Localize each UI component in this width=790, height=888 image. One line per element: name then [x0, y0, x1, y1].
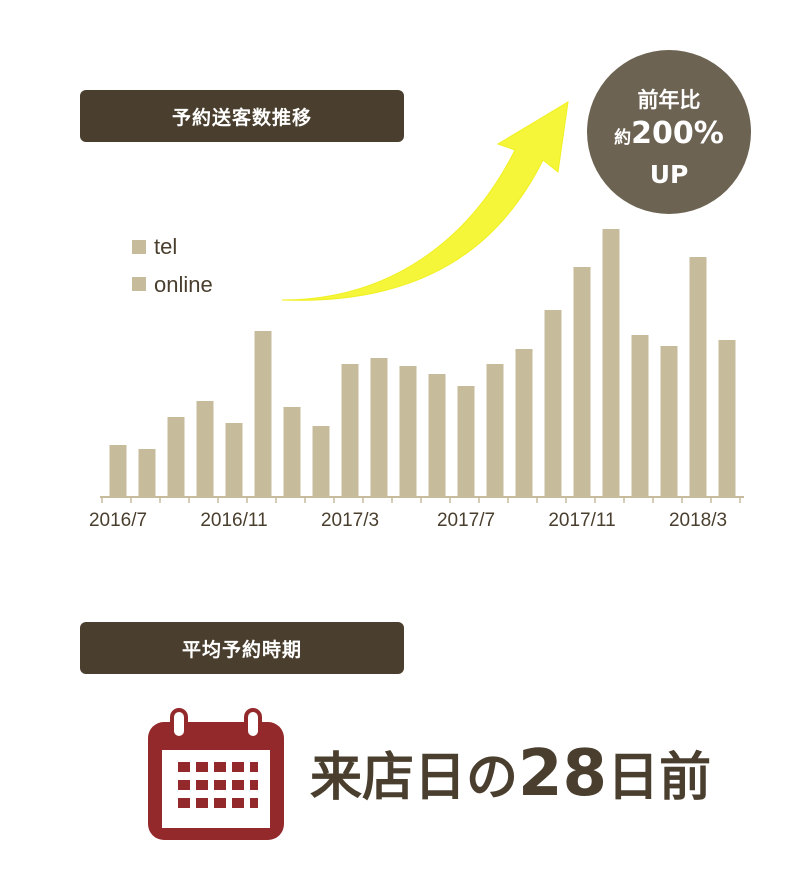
booking-trend-chart: 2016/7 2016/11 2017/3 2017/7 2017/11 2018/3 t… [89, 101, 744, 531]
timing-section-label-text: 平均予約時期 [181, 638, 302, 661]
headline-pre: 来店日の [310, 748, 519, 808]
headline-number: 28 [518, 737, 608, 811]
legend-label-online: online [154, 272, 213, 297]
x-tick-label: 2018/3 [669, 510, 727, 531]
x-axis-tick-labels: 2016/7 2016/11 2017/3 2017/7 2017/11 2018/3 [89, 510, 727, 531]
bar-2016/11 [225, 423, 243, 497]
bar-2017/2 [312, 426, 330, 497]
badge-line1: 前年比 [637, 88, 701, 112]
bar-2018/2 [660, 346, 678, 497]
headline-post: 日前 [607, 748, 712, 808]
x-axis-ticks [101, 497, 741, 503]
x-tick-label: 2016/11 [200, 510, 267, 531]
bar-2016/12 [254, 331, 272, 497]
timing-section-label: 平均予約時期 [80, 622, 404, 674]
bar-2018/4 [718, 340, 736, 497]
bar-2018/1 [631, 335, 649, 497]
bar-2017/7 [457, 386, 475, 497]
legend-swatch-tel [132, 240, 146, 254]
legend-label-tel: tel [154, 234, 177, 259]
bar-2016/10 [196, 401, 214, 497]
bar-2017/1 [283, 407, 301, 497]
badge-line2: 約200% [587, 116, 751, 151]
bar-2017/8 [486, 364, 504, 497]
bar-2017/5 [399, 366, 417, 497]
badge-prefix: 約 [614, 128, 632, 148]
x-tick-label: 2017/11 [548, 510, 615, 531]
chart-bars [109, 229, 736, 497]
bar-2017/3 [341, 364, 359, 497]
bar-2016/9 [167, 417, 185, 497]
badge-percent: 200% [631, 116, 724, 151]
growth-arrow-icon [281, 101, 569, 301]
bar-2017/4 [370, 358, 388, 497]
growth-badge: 前年比 約200% UP [587, 50, 751, 214]
x-tick-label: 2017/3 [321, 510, 379, 531]
bar-2017/12 [602, 229, 620, 497]
chart-section-label: 予約送客数推移 [80, 90, 404, 142]
headline: 来店日の 28 日前 [310, 735, 711, 825]
x-tick-label: 2016/7 [89, 510, 147, 531]
calendar-icon [148, 708, 284, 840]
bar-2017/6 [428, 374, 446, 497]
bar-2017/9 [515, 349, 533, 497]
bar-2016/7 [109, 445, 127, 497]
chart-legend: tel online [132, 234, 213, 297]
legend-swatch-online [132, 277, 146, 291]
chart-section-label-text: 予約送客数推移 [171, 106, 312, 129]
bar-2018/3 [689, 257, 707, 497]
x-tick-label: 2017/7 [437, 510, 495, 531]
bar-2017/11 [573, 267, 591, 497]
badge-line3: UP [649, 160, 689, 189]
bar-2016/8 [138, 449, 156, 497]
bar-2017/10 [544, 310, 562, 497]
